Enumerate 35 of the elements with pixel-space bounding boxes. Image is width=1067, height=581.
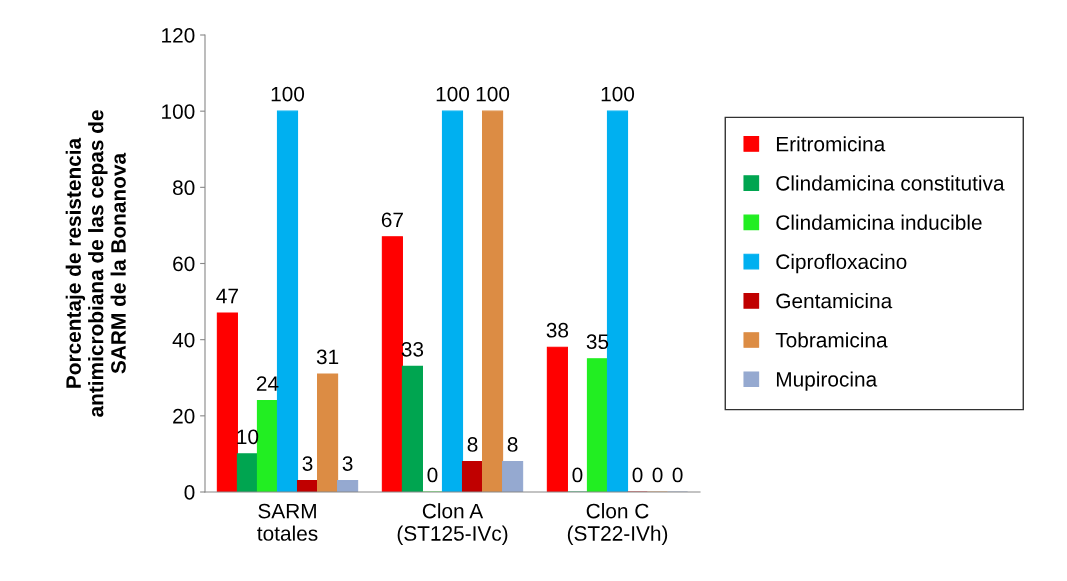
x-tick-label: SARM totales [257,503,318,541]
data-label: 100 [436,86,470,102]
y-tick-label: 120 [162,28,195,43]
data-label: 0 [632,467,643,483]
data-label: 100 [271,86,305,102]
legend-label: Tobramicina [775,332,888,348]
data-label: 0 [427,467,438,483]
data-label: 0 [672,467,683,483]
data-label: 8 [507,437,518,452]
data-label: 0 [652,467,663,483]
legend-label: Mupirocina [776,371,878,391]
data-label: 47 [216,288,238,304]
x-tick-label: Clon A (ST125-IVc) [397,503,508,545]
legend-label: Ciprofloxacino [776,253,907,274]
legend-label: Gentamicina [776,293,893,309]
data-label: 100 [476,86,510,102]
y-tick-label: 60 [173,256,195,272]
legend-label: Eritromicina [776,136,886,152]
y-axis-title: Porcentaje de resistencia antimicrobiana de las cepas de SARM de la Bonanova [65,110,126,417]
data-label: 3 [302,456,313,471]
data-label: 100 [601,86,635,102]
data-label: 3 [342,456,353,471]
data-label: 8 [467,437,478,452]
y-tick-label: 0 [184,485,195,500]
y-tick-label: 100 [162,104,195,119]
y-tick-label: 40 [172,332,195,348]
data-label: 31 [316,349,339,365]
x-tick-label: Clon C (ST22-IVh) [567,503,668,545]
data-label: 67 [381,212,403,228]
legend-label: Clindamicina inducible [776,214,982,230]
y-tick-label: 80 [173,180,195,196]
y-tick-label: 20 [173,408,195,424]
data-label: 0 [572,467,583,483]
data-label: 38 [546,322,569,338]
legend-label: Clindamicina constitutiva [776,175,1005,191]
